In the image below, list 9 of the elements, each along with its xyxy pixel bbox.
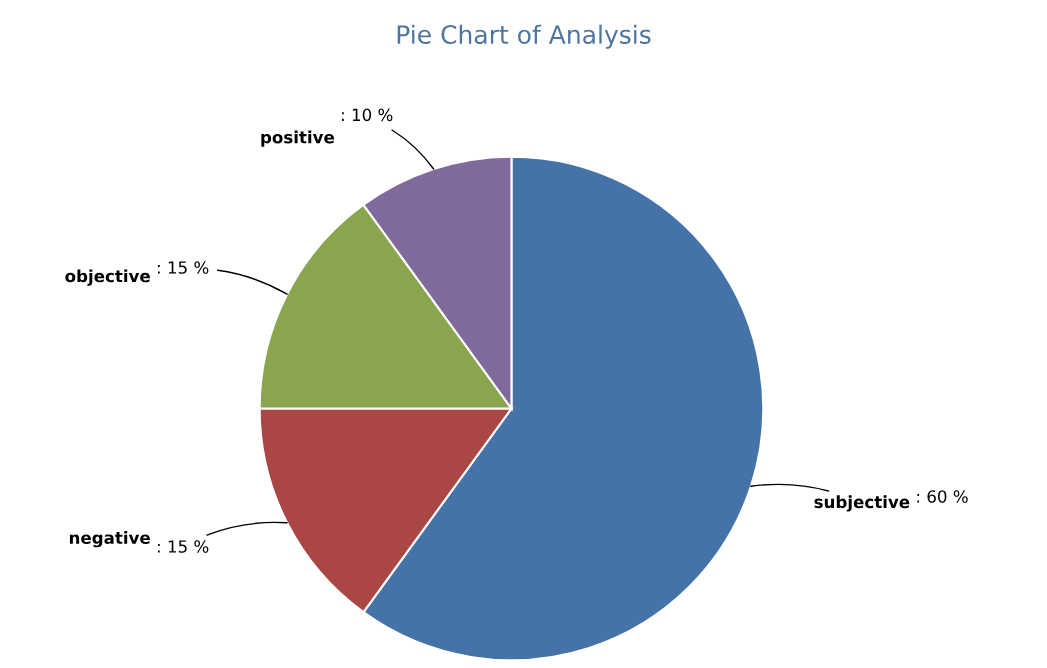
slice-label: positive	[261, 130, 334, 147]
data-label: : 15 %	[157, 540, 209, 553]
data-label: : 15 %	[157, 261, 209, 274]
chart-title: Pie Chart of Analysis	[397, 24, 651, 49]
slice-label: subjective	[814, 495, 910, 512]
data-label: : 10 %	[342, 108, 393, 122]
slice-label: negative	[69, 531, 150, 548]
data-label: : 60 %	[917, 490, 968, 503]
slice-label: objective	[65, 269, 150, 286]
